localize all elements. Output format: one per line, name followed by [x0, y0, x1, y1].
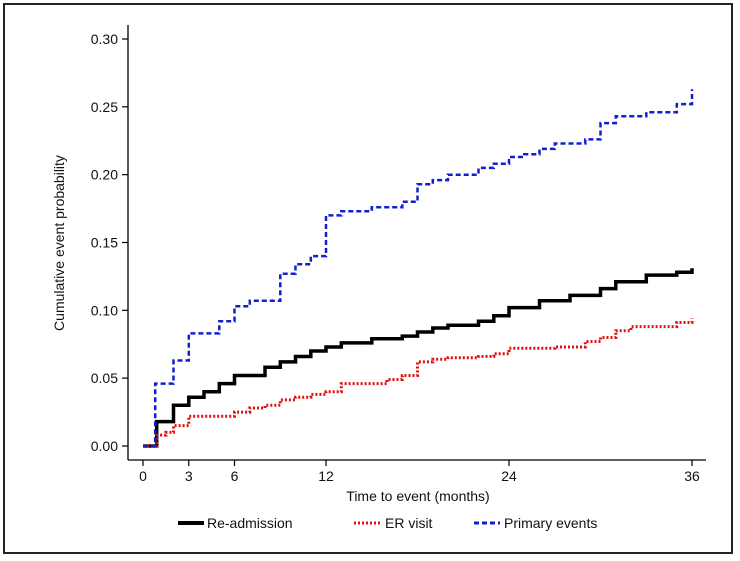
- legend-label-readmission: Re-admission: [207, 515, 293, 531]
- series-layer: [143, 89, 694, 448]
- y-tick-label: 0.20: [91, 167, 118, 183]
- x-tick-label: 3: [185, 468, 193, 484]
- y-tick-label: 0.10: [91, 302, 118, 318]
- axes: 0.000.050.100.150.200.250.300 3 6 12 24 36: [91, 25, 706, 484]
- series-line-re-admission: [143, 268, 694, 448]
- y-tick-label: 0.05: [91, 370, 118, 386]
- legend: Re-admission ER visit Primary events: [178, 515, 597, 531]
- x-tick-label: 24: [501, 468, 517, 484]
- y-axis-title: Cumulative event probability: [51, 155, 67, 331]
- y-tick-label: 0.30: [91, 31, 118, 47]
- x-tick-label: 36: [684, 468, 700, 484]
- legend-item-primary-events: Primary events: [474, 515, 597, 531]
- x-tick-label: 12: [318, 468, 334, 484]
- x-tick-label: 6: [231, 468, 239, 484]
- legend-label-er-visit: ER visit: [385, 515, 433, 531]
- x-axis-title: Time to event (months): [346, 488, 489, 504]
- y-tick-label: 0.15: [91, 235, 118, 251]
- y-tick-label: 0.00: [91, 438, 118, 454]
- series-line-er-visit: [143, 318, 694, 448]
- legend-label-primary-events: Primary events: [504, 515, 597, 531]
- y-tick-label: 0.25: [91, 99, 118, 115]
- x-tick-label: 0: [139, 468, 147, 484]
- chart-frame: [3, 3, 733, 554]
- series-line-primary-events: [143, 89, 694, 448]
- legend-item-er-visit: ER visit: [354, 515, 433, 531]
- legend-item-readmission: Re-admission: [178, 515, 293, 531]
